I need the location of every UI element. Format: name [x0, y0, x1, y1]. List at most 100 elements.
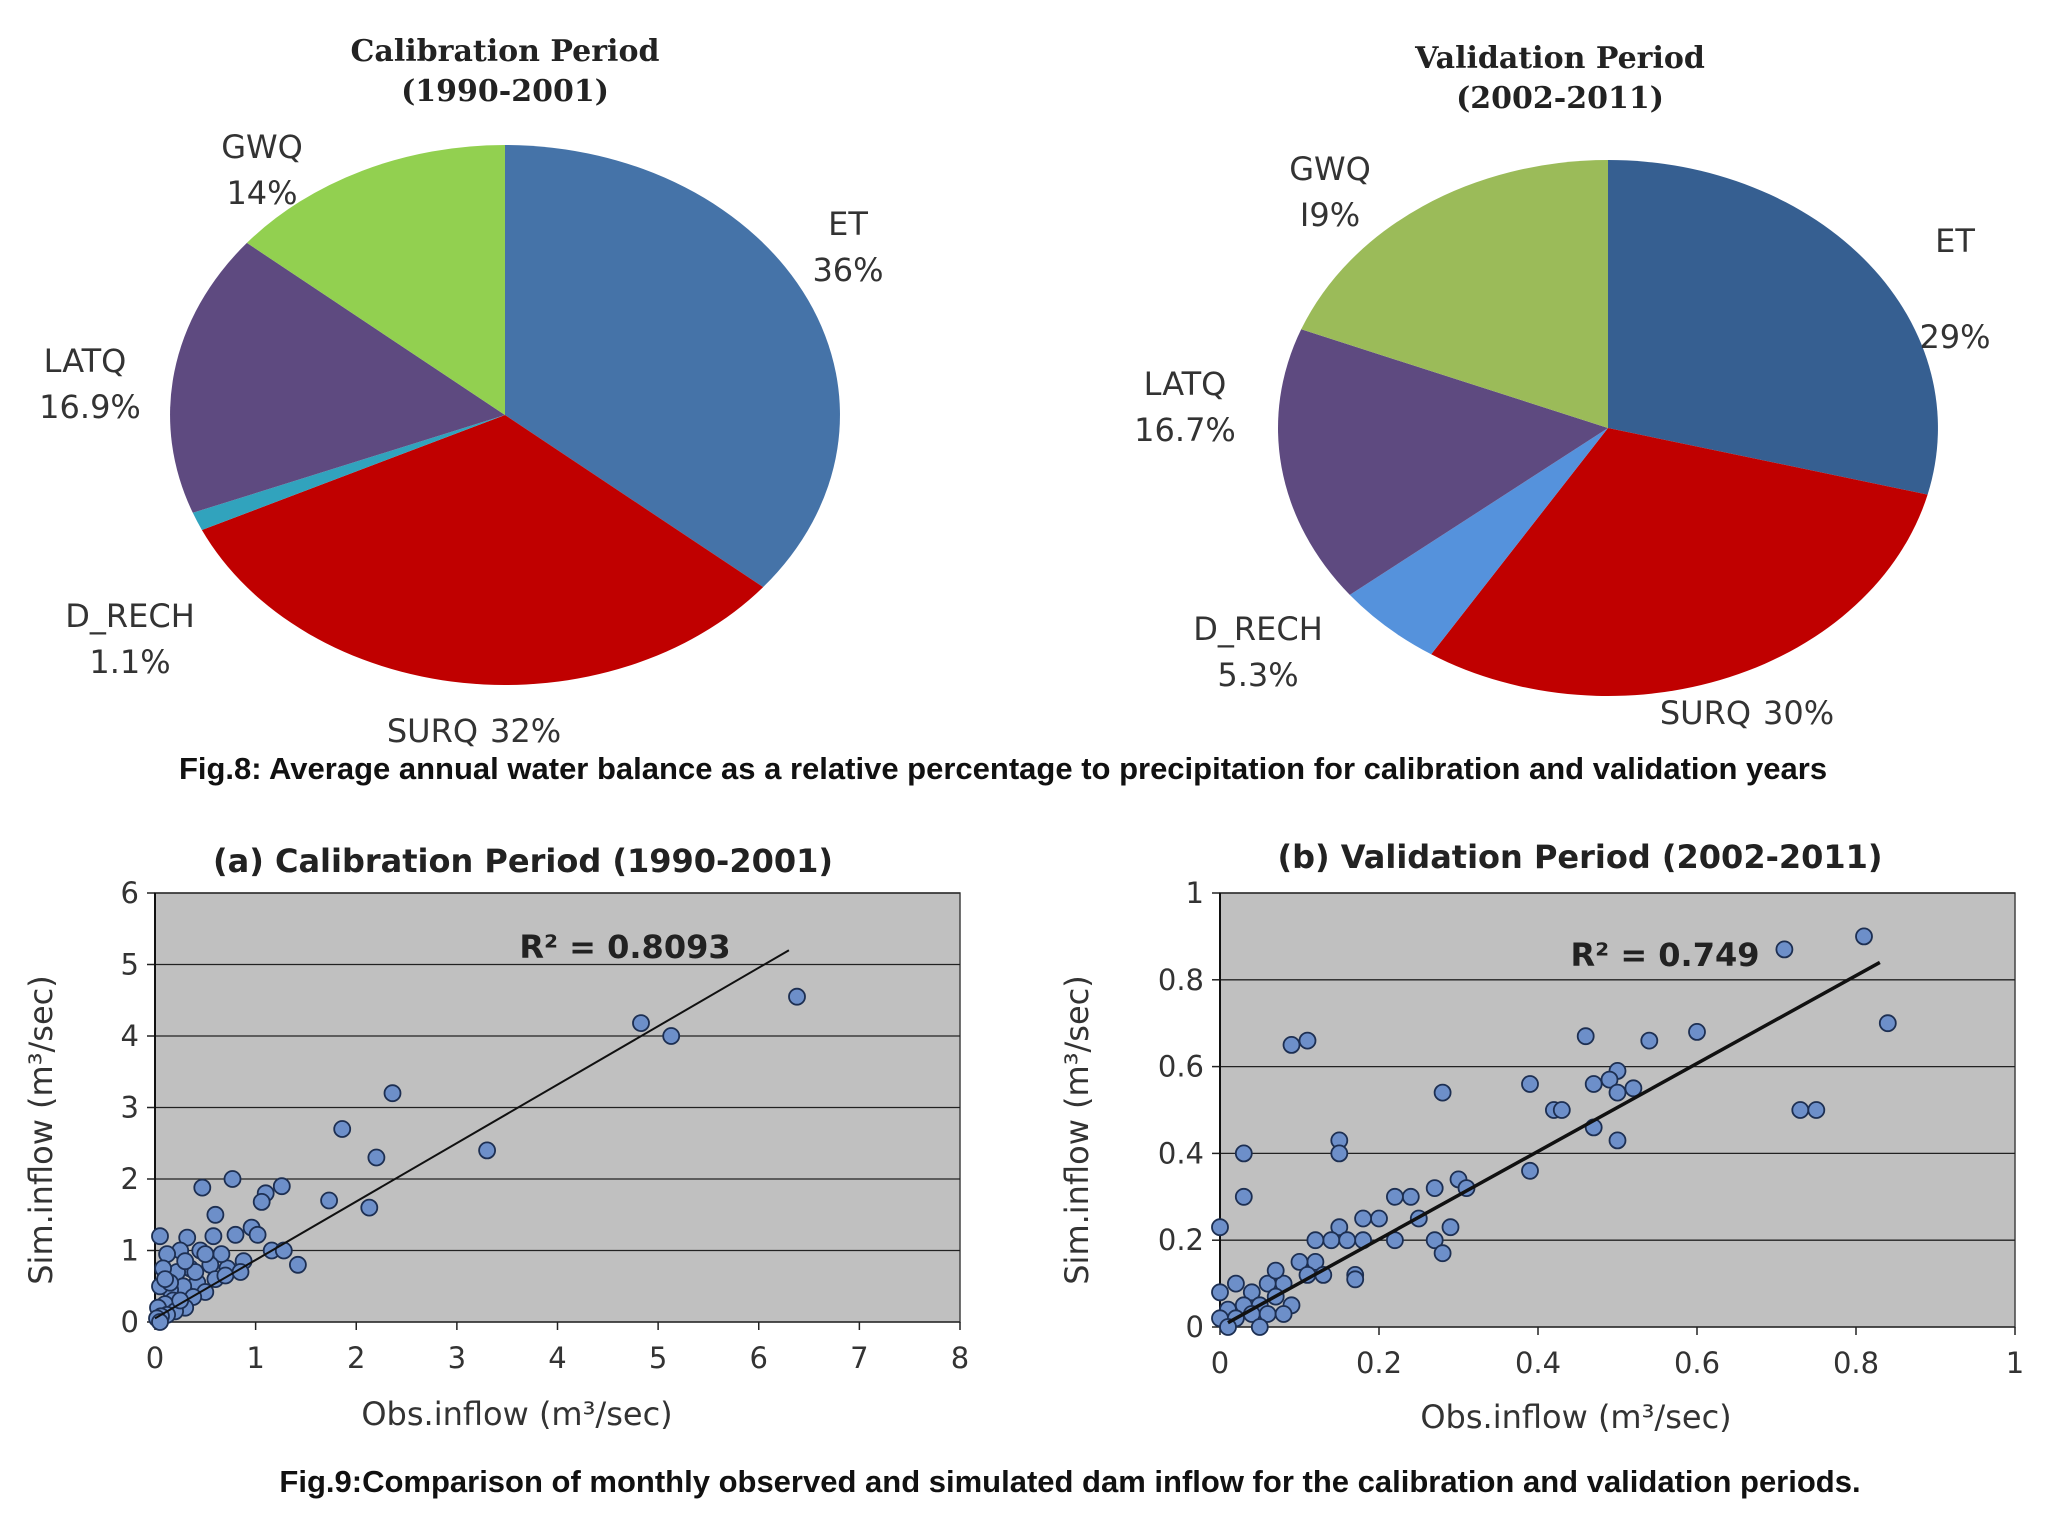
x-tick-label: 5 — [649, 1341, 667, 1375]
y-tick-label: 3 — [121, 1091, 139, 1125]
x-tick-label: 1 — [2006, 1346, 2024, 1380]
y-tick-label: 1 — [1186, 876, 1204, 910]
data-point — [1338, 1231, 1357, 1250]
data-point — [1306, 1231, 1325, 1250]
trend-line — [1227, 960, 1881, 1325]
data-point — [1242, 1283, 1261, 1302]
data-point — [1219, 1318, 1237, 1336]
x-tick-label: 0.2 — [1356, 1346, 1402, 1380]
data-point — [1330, 1144, 1349, 1163]
data-point — [204, 1227, 223, 1246]
data-point — [1878, 1014, 1897, 1033]
x-tick-label: 6 — [750, 1341, 768, 1375]
trend-line — [154, 949, 790, 1320]
data-point — [1441, 1218, 1460, 1237]
data-point — [1552, 1101, 1571, 1119]
slice-pct-gwq: I9% — [1300, 196, 1360, 234]
pie-slice-surq — [1431, 428, 1928, 696]
data-point — [1608, 1131, 1627, 1150]
x-tick-label: 7 — [850, 1341, 868, 1375]
data-point — [1425, 1231, 1444, 1250]
scatter-calibration: 0 1 2 3 4 5 6 0 1 2 3 4 5 6 7 8 — [121, 876, 970, 1375]
x-tick-label: 3 — [448, 1341, 466, 1375]
x-tick-label: 0.4 — [1515, 1346, 1561, 1380]
slice-label-et: ET — [1935, 222, 1975, 260]
data-point — [1640, 1031, 1659, 1050]
data-point — [478, 1141, 497, 1160]
y-tick-label: 2 — [121, 1162, 139, 1196]
data-point — [1354, 1209, 1372, 1228]
data-point — [1433, 1244, 1452, 1263]
pie-slice-d-rech — [1349, 428, 1608, 655]
pie-calibration-subtitle: (1990-2001) — [401, 74, 609, 109]
data-point — [1807, 1101, 1826, 1119]
data-point — [252, 1193, 271, 1211]
slice-pct-surq: 32% — [490, 712, 561, 750]
pie-slice-latq — [170, 242, 505, 513]
data-point — [1425, 1179, 1444, 1197]
pie-validation-subtitle: (2002-2011) — [1456, 81, 1664, 116]
fig9-caption: Fig.9:Comparison of monthly observed and… — [279, 1464, 1860, 1499]
slice-pct-latq: 16.7% — [1134, 411, 1236, 449]
data-point — [223, 1170, 242, 1188]
data-point — [1576, 1027, 1595, 1046]
y-tick-label: 5 — [121, 948, 139, 982]
data-point — [1855, 927, 1873, 946]
data-point — [1234, 1187, 1253, 1206]
pie-slice-surq — [201, 415, 764, 685]
pie-slice-et — [505, 145, 840, 588]
data-point — [320, 1191, 339, 1210]
slice-pct-drech: 5.3% — [1217, 656, 1298, 694]
data-point — [360, 1198, 379, 1217]
data-point — [193, 1178, 212, 1197]
data-point — [1227, 1274, 1245, 1293]
slice-label-surq: SURQ — [387, 712, 478, 750]
data-point — [1211, 1283, 1229, 1302]
data-point — [1330, 1218, 1349, 1237]
data-point — [1290, 1253, 1309, 1271]
data-point — [1266, 1261, 1285, 1280]
data-point — [1346, 1270, 1365, 1289]
y-tick-label: 0.2 — [1158, 1223, 1204, 1257]
slice-pct-gwq: 14% — [226, 174, 297, 212]
pie-validation-title: Validation Period — [1414, 41, 1705, 76]
scatter-validation-ylabel: Sim.inflow (m³/sec) — [1058, 975, 1096, 1285]
data-point — [662, 1027, 681, 1045]
data-point — [1274, 1305, 1293, 1323]
pie-slice-latq — [1278, 329, 1608, 595]
data-point — [176, 1252, 195, 1271]
pie-calibration-title: Calibration Period — [351, 34, 660, 69]
x-tick-label: 2 — [347, 1341, 365, 1375]
scatter-calibration-ylabel: Sim.inflow (m³/sec) — [22, 975, 60, 1285]
data-point — [1282, 1036, 1301, 1054]
data-point — [248, 1225, 267, 1244]
data-point — [171, 1291, 190, 1310]
pie-slice-et — [1608, 160, 1938, 495]
slice-label-gwq: GWQ — [1289, 150, 1371, 188]
data-point — [383, 1084, 402, 1103]
pie-slice-d-rech — [192, 415, 506, 530]
data-point — [1258, 1274, 1277, 1293]
x-tick-label: 0.6 — [1674, 1346, 1720, 1380]
x-tick-label: 4 — [548, 1341, 566, 1375]
slice-pct-et: 36% — [812, 251, 883, 289]
data-point — [156, 1270, 175, 1288]
data-point — [1433, 1083, 1452, 1102]
data-point — [1386, 1187, 1404, 1206]
y-tick-label: 0.8 — [1158, 963, 1204, 997]
slice-pct-latq: 16.9% — [39, 388, 141, 426]
pie-slice-gwq — [1301, 160, 1608, 428]
slice-pct-et: 29% — [1919, 318, 1990, 356]
data-point — [788, 987, 806, 1006]
slice-pct-drech: 1.1% — [89, 643, 170, 681]
data-point — [231, 1263, 250, 1281]
data-point — [1584, 1075, 1603, 1093]
data-point — [1688, 1023, 1706, 1041]
slice-label-drech: D_RECH — [65, 597, 195, 635]
y-tick-label: 6 — [121, 876, 139, 910]
y-tick-label: 0.4 — [1158, 1136, 1204, 1170]
pie-calibration — [170, 145, 840, 685]
data-point — [206, 1205, 225, 1224]
